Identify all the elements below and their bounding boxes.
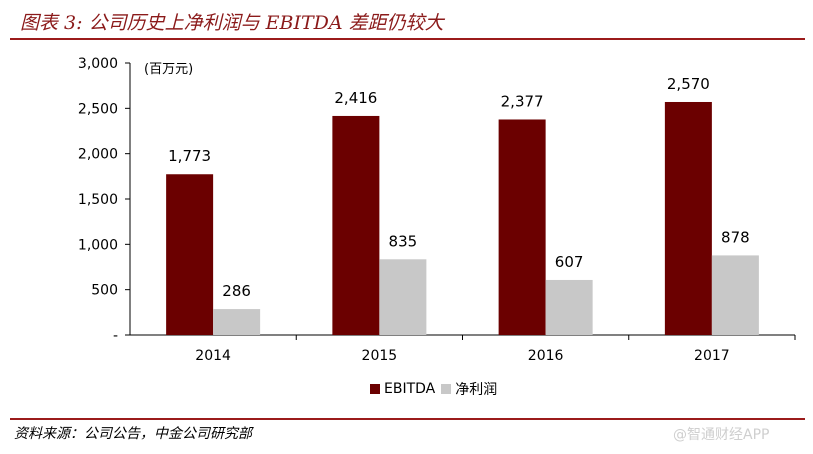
bar-ebitda [498, 119, 546, 335]
data-label-ebitda: 2,570 [667, 75, 710, 93]
legend-swatch-net-profit [441, 384, 452, 394]
data-label-net-profit: 878 [721, 228, 750, 246]
legend-item-net-profit: 净利润 [441, 379, 497, 399]
data-label-net-profit: 835 [389, 232, 418, 250]
footer-rule [10, 418, 805, 420]
x-tick-label: 2016 [528, 348, 564, 364]
bar-net-profit [213, 309, 261, 335]
x-tick-label: 2015 [362, 348, 398, 364]
y-unit-label: (百万元) [144, 62, 194, 77]
y-tick-label: 3,000 [78, 56, 118, 72]
data-label-net-profit: 286 [222, 282, 251, 300]
y-tick-label: 1,000 [78, 237, 118, 253]
watermark: @智通财经APP [673, 427, 770, 443]
legend: EBITDA 净利润 [370, 379, 497, 399]
legend-item-ebitda: EBITDA [370, 381, 435, 397]
bar-ebitda [166, 174, 214, 335]
source-note: 资料来源：公司公告，中金公司研究部 [14, 426, 252, 442]
x-tick-label: 2014 [195, 348, 231, 364]
bar-ebitda [664, 101, 712, 335]
bar-ebitda [332, 115, 380, 335]
bar-net-profit [379, 259, 427, 335]
data-label-ebitda: 2,416 [334, 89, 377, 107]
legend-swatch-ebitda [370, 384, 380, 394]
legend-label-ebitda: EBITDA [384, 381, 436, 397]
y-tick-label: 2,000 [78, 147, 118, 163]
y-tick-label: 1,500 [78, 192, 118, 208]
data-label-net-profit: 607 [555, 253, 584, 271]
x-tick-label: 2017 [694, 348, 730, 364]
chart-title: 图表 3: 公司历史上净利润与 EBITDA 差距仍较大 [20, 12, 444, 34]
legend-label-net-profit: 净利润 [455, 382, 498, 398]
data-label-ebitda: 1,773 [168, 147, 211, 165]
y-tick-label: 500 [91, 283, 118, 299]
y-tick-label: 2,500 [78, 101, 118, 117]
title-rule [10, 38, 805, 40]
data-label-ebitda: 2,377 [501, 92, 544, 110]
bar-net-profit [545, 279, 593, 335]
bar-net-profit [711, 255, 759, 335]
y-tick-label: - [113, 328, 118, 344]
